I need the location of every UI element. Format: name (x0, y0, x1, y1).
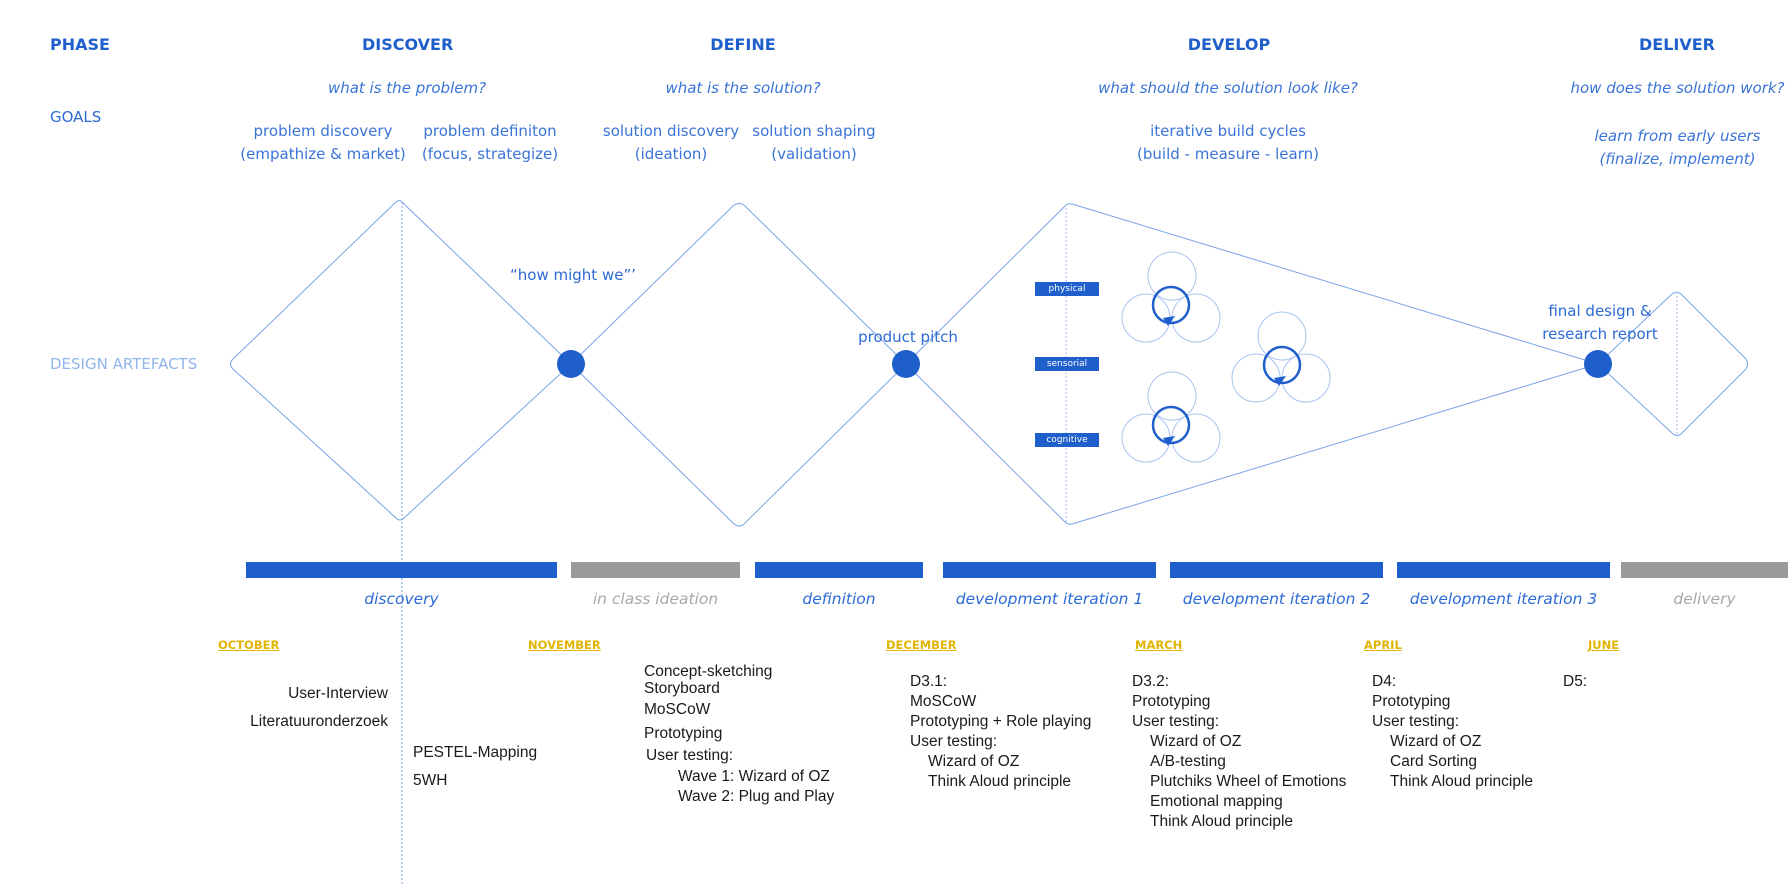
develop-goal: iterative build cycles (build - measure … (1137, 122, 1319, 163)
timeline-label-delivery: delivery (1673, 590, 1736, 608)
discover-goal-left: problem discovery (empathize & market) (240, 122, 406, 163)
month-june: JUNE (1588, 638, 1620, 652)
methods-discovery-b: PESTEL-Mapping 5WH (413, 744, 538, 789)
timeline-bar-iteration-2 (1170, 562, 1383, 578)
define-goal-left: solution discovery (ideation) (602, 122, 740, 163)
define-goal-right: solution shaping (validation) (752, 122, 876, 163)
deliver-goal: learn from early users (finalize, implem… (1594, 127, 1761, 168)
methods-ideation: Concept-sketching Storyboard MoSCoW Prot… (644, 663, 835, 805)
iteration-cycle-2 (1231, 311, 1331, 403)
methods-d4: D4: Prototyping User testing: Wizard of … (1372, 673, 1534, 790)
define-question: what is the solution? (665, 79, 821, 97)
tag-sensorial: sensorial (1035, 357, 1099, 371)
month-march: MARCH (1135, 638, 1183, 652)
timeline-label-iteration-2: development iteration 2 (1182, 590, 1371, 608)
tag-physical: physical (1035, 282, 1099, 296)
phase-deliver: DELIVER (1639, 35, 1715, 54)
methods-d32: D3.2: Prototyping User testing: Wizard o… (1132, 673, 1347, 830)
phase-row-label: PHASE (50, 35, 110, 54)
milestone-pitch-label: product pitch (858, 328, 958, 346)
discover-goal-right: problem definiton (focus, strategize) (421, 122, 559, 163)
timeline-label-ideation: in class ideation (592, 590, 719, 608)
iteration-cycle-1 (1121, 251, 1221, 343)
goals-row-label: GOALS (50, 108, 102, 126)
month-november: NOVEMBER (528, 638, 601, 652)
timeline-label-discovery: discovery (364, 590, 439, 608)
methods-discovery-a: User-Interview Literatuuronderzoek (250, 685, 388, 730)
timeline-bar-delivery (1621, 562, 1788, 578)
timeline-bar-discovery (246, 562, 557, 578)
milestone-dot-final (1584, 350, 1612, 378)
milestone-dot-pitch (892, 350, 920, 378)
month-december: DECEMBER (886, 638, 957, 652)
methods-d5: D5: (1563, 673, 1588, 690)
develop-funnel (905, 203, 1600, 525)
milestone-dot-hmw (557, 350, 585, 378)
artefacts-row-label: DESIGN ARTEFACTS (50, 355, 198, 373)
timeline-bar-ideation (571, 562, 740, 578)
milestone-final-label: final design & research report (1542, 302, 1658, 343)
timeline-label-iteration-1: development iteration 1 (955, 590, 1144, 608)
phase-discover: DISCOVER (362, 35, 454, 54)
methods-d31: D3.1: MoSCoW Prototyping + Role playing … (910, 673, 1092, 790)
iteration-cycle-3 (1121, 371, 1221, 463)
develop-question: what should the solution look like? (1098, 79, 1358, 97)
tag-cognitive: cognitive (1035, 433, 1099, 447)
month-april: APRIL (1364, 638, 1402, 652)
discover-question: what is the problem? (327, 79, 487, 97)
phase-define: DEFINE (710, 35, 776, 54)
discover-diamond (230, 200, 572, 521)
deliver-question: how does the solution work? (1570, 79, 1785, 97)
phase-develop: DEVELOP (1187, 35, 1271, 54)
milestone-hmw-label: “how might we”’ (510, 266, 636, 284)
timeline-label-definition: definition (802, 590, 876, 608)
timeline-label-iteration-3: development iteration 3 (1409, 590, 1598, 608)
month-october: OCTOBER (218, 638, 280, 652)
timeline-bar-definition (755, 562, 923, 578)
timeline-bar-iteration-1 (943, 562, 1156, 578)
timeline-bar-iteration-3 (1397, 562, 1610, 578)
define-diamond (570, 203, 907, 527)
